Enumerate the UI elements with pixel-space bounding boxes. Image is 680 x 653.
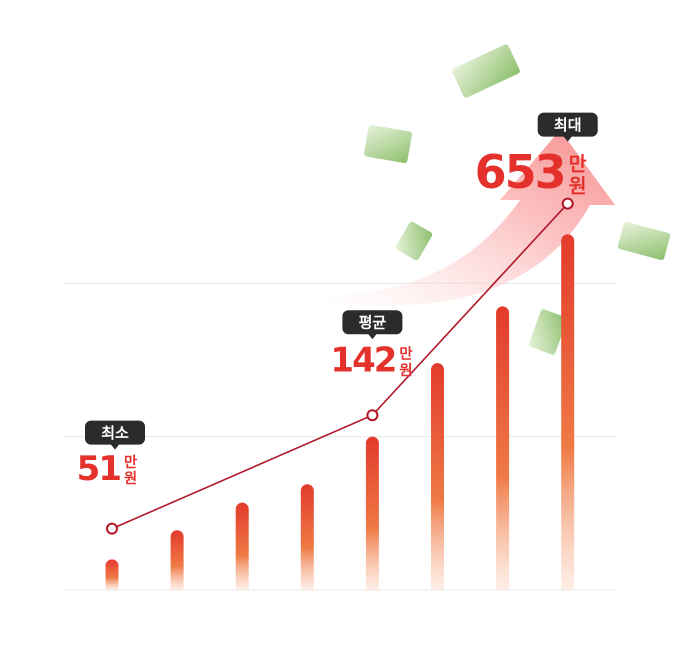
unit-label: 원 [399,362,412,379]
bar [170,530,184,590]
value-label: 142 [330,341,395,381]
unit-label: 원 [569,175,587,198]
point-marker [106,522,118,535]
bar [105,559,119,590]
bill [617,221,671,261]
point-marker [366,409,379,422]
unit-label: 만 [569,152,587,175]
value-label: 51 [77,449,121,489]
bar [561,234,575,591]
bar [431,363,444,590]
tag-label: 최대 [554,116,582,134]
bill [395,221,433,261]
bar [235,502,249,590]
bill [452,44,520,98]
bill [364,124,412,164]
point-marker [561,197,574,210]
tag-pill [85,420,145,450]
bar [365,436,379,590]
tag-label: 평균 [359,314,387,332]
bar [496,306,510,590]
rising-arrow [310,130,615,306]
tag-label: 최소 [101,424,129,442]
unit-label: 원 [124,470,137,487]
money-bills [364,44,671,355]
tag-pill [537,112,598,142]
unit-label: 만 [399,345,412,362]
bill [528,309,568,355]
value-label: 653 [475,145,565,199]
bars [105,234,575,591]
tag-pill [342,310,403,340]
unit-label: 만 [124,454,137,471]
bar [300,484,314,590]
grid [64,282,616,591]
